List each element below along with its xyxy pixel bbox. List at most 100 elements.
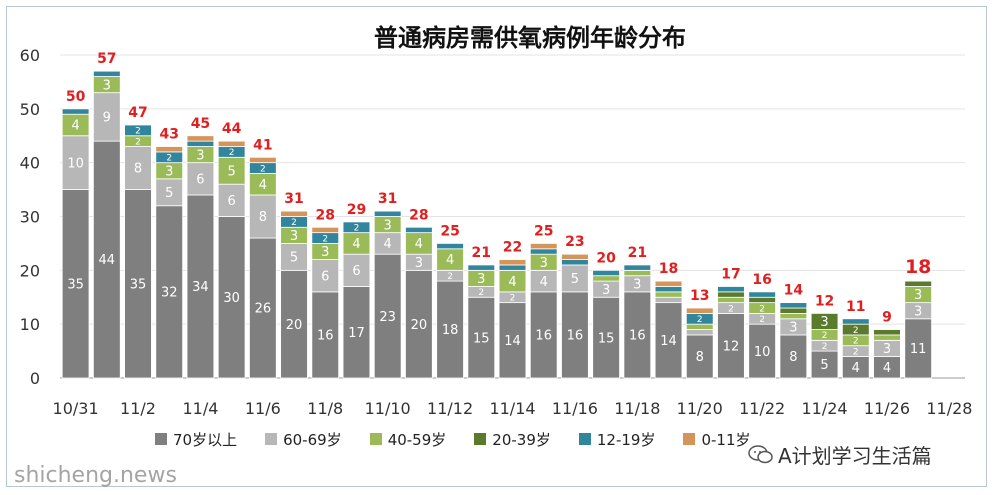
bar-total-label: 18 bbox=[905, 256, 931, 278]
bar-data-label: 26 bbox=[255, 302, 272, 317]
bar-data-label: 5 bbox=[820, 358, 828, 373]
bar-data-label: 4 bbox=[540, 275, 548, 290]
bar-segment bbox=[592, 269, 620, 277]
legend-item-70plus: 70岁以上 bbox=[155, 429, 237, 450]
x-tick-label: 11/26 bbox=[864, 399, 910, 418]
bar-segment bbox=[717, 312, 745, 379]
bar-data-label: 3 bbox=[820, 315, 828, 330]
bar-total-label: 25 bbox=[440, 223, 459, 239]
bar-segment bbox=[904, 318, 933, 379]
x-tick-label: 11/20 bbox=[677, 399, 723, 418]
legend-label: 70岁以上 bbox=[173, 430, 238, 449]
bar-segment bbox=[685, 334, 714, 379]
bar-total-label: 23 bbox=[565, 234, 584, 250]
bar-segment bbox=[748, 291, 776, 298]
bar-data-label: 2 bbox=[260, 164, 266, 174]
bar-data-label: 3 bbox=[477, 272, 485, 287]
bar-segment bbox=[717, 286, 745, 293]
legend-item-60-69: 60-69岁 bbox=[265, 429, 342, 450]
bar-data-label: 5 bbox=[227, 164, 235, 179]
bar-segment bbox=[592, 275, 620, 282]
bar-total-label: 47 bbox=[128, 105, 147, 121]
bar-total-label: 28 bbox=[316, 207, 335, 223]
chart-title: 普通病房需供氧病例年龄分布 bbox=[374, 24, 686, 52]
bar-data-label: 6 bbox=[196, 172, 204, 187]
bar-total-label: 57 bbox=[97, 51, 116, 67]
bar-data-label: 6 bbox=[352, 264, 360, 279]
bar-total-label: 44 bbox=[222, 121, 242, 137]
bar-segment bbox=[498, 302, 527, 379]
bar-data-label: 2 bbox=[822, 342, 828, 352]
bar-segment bbox=[249, 237, 277, 379]
bar-segment bbox=[311, 291, 340, 379]
legend-label: 60-69岁 bbox=[283, 430, 342, 449]
bar-data-label: 3 bbox=[103, 78, 111, 93]
bar-total-label: 14 bbox=[784, 283, 804, 299]
legend-swatch bbox=[578, 433, 591, 445]
legend-swatch bbox=[474, 433, 487, 445]
bar-data-label: 8 bbox=[789, 350, 797, 365]
bar-data-label: 44 bbox=[99, 253, 116, 268]
bar-total-label: 22 bbox=[503, 240, 522, 256]
bar-data-label: 3 bbox=[789, 321, 797, 336]
bar-data-label: 2 bbox=[229, 148, 235, 158]
y-tick-label: 20 bbox=[20, 261, 40, 280]
bar-segment bbox=[467, 296, 496, 379]
legend-item-40-59: 40-59岁 bbox=[369, 429, 446, 450]
bar-data-label: 23 bbox=[379, 310, 396, 325]
bar-data-label: 4 bbox=[415, 237, 423, 252]
bar-segment bbox=[561, 259, 589, 266]
bar-data-label: 16 bbox=[567, 329, 584, 344]
bar-total-label: 31 bbox=[284, 191, 303, 207]
bar-segment bbox=[186, 140, 215, 147]
bar-segment bbox=[92, 140, 121, 379]
bar-segment bbox=[124, 124, 152, 137]
bar-segment bbox=[311, 259, 340, 293]
bar-total-label: 41 bbox=[253, 137, 272, 153]
x-tick-label: 11/16 bbox=[552, 399, 598, 418]
bar-data-label: 15 bbox=[598, 331, 615, 346]
bar-data-label: 17 bbox=[348, 326, 365, 341]
bar-segment bbox=[685, 329, 714, 336]
bar-data-label: 3 bbox=[384, 218, 392, 233]
x-tick-label: 11/4 bbox=[182, 399, 218, 418]
bar-data-label: 5 bbox=[165, 186, 173, 201]
bar-segment bbox=[155, 146, 184, 153]
legend-swatch bbox=[155, 433, 167, 445]
bar-segment bbox=[654, 302, 683, 379]
legend-swatch bbox=[265, 433, 278, 445]
bar-segment bbox=[529, 243, 558, 250]
bar-segment bbox=[373, 210, 402, 217]
bar-data-label: 2 bbox=[853, 337, 859, 347]
bar-segment bbox=[436, 243, 464, 250]
bar-segment bbox=[561, 253, 589, 260]
bar-segment bbox=[873, 334, 901, 341]
legend-item-12-19: 12-19岁 bbox=[578, 429, 655, 450]
wechat-icon bbox=[748, 444, 773, 463]
bar-segment bbox=[467, 264, 496, 271]
bar-segment bbox=[155, 178, 184, 207]
bar-data-label: 2 bbox=[135, 127, 141, 137]
y-tick-label: 50 bbox=[20, 100, 40, 119]
bar-segment bbox=[186, 135, 215, 142]
bar-data-label: 16 bbox=[629, 329, 646, 344]
x-tick-label: 11/6 bbox=[245, 399, 281, 418]
bar-segment bbox=[654, 291, 683, 298]
bar-segment bbox=[904, 280, 933, 287]
bar-data-label: 14 bbox=[660, 334, 677, 349]
bar-data-label: 4 bbox=[883, 361, 891, 376]
bar-data-label: 8 bbox=[259, 210, 267, 225]
bar-data-label: 3 bbox=[540, 256, 548, 271]
legend-swatch bbox=[369, 433, 382, 445]
bar-data-label: 4 bbox=[852, 361, 860, 376]
bar-total-label: 13 bbox=[690, 288, 709, 304]
bar-data-label: 3 bbox=[196, 148, 204, 163]
bar-data-label: 3 bbox=[602, 283, 610, 298]
bar-segment bbox=[841, 318, 870, 325]
bar-data-label: 3 bbox=[321, 245, 329, 260]
bar-total-label: 21 bbox=[472, 245, 491, 261]
bar-data-label: 4 bbox=[446, 253, 454, 268]
bar-segment bbox=[529, 291, 558, 379]
bar-data-label: 15 bbox=[473, 331, 490, 346]
